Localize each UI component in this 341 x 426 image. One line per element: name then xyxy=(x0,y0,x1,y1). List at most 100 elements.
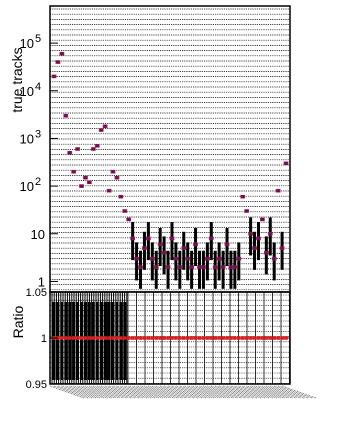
main-data-point xyxy=(178,265,182,269)
ratio-data-point xyxy=(130,336,135,340)
x-category-label-mark xyxy=(266,385,301,399)
main-data-point xyxy=(209,236,213,240)
x-category-label-mark xyxy=(81,385,116,399)
main-data-point xyxy=(75,147,80,151)
ratio-panel: 0.95 1 1.05 Ratio xyxy=(10,287,291,391)
main-data-point xyxy=(79,184,84,188)
x-category-label-mark xyxy=(85,385,120,399)
x-category-label-mark xyxy=(281,385,317,399)
main-data-point xyxy=(260,217,265,221)
main-data-points xyxy=(51,51,289,269)
ratio-error-bars xyxy=(52,302,127,380)
ratio-data-point xyxy=(150,336,155,340)
main-data-point xyxy=(186,257,190,261)
x-category-label-mark xyxy=(77,385,112,399)
ratio-data-point xyxy=(154,336,159,340)
x-category-label-mark xyxy=(152,385,187,399)
x-category-label-mark xyxy=(215,385,250,399)
main-data-point xyxy=(205,257,209,261)
ratio-data-point xyxy=(209,336,214,340)
main-data-point xyxy=(249,232,253,236)
ratio-data-point xyxy=(83,336,88,340)
ratio-data-point xyxy=(260,336,265,340)
x-category-label-mark xyxy=(222,385,258,399)
x-category-label-mark xyxy=(49,385,85,399)
x-category-label-mark xyxy=(69,385,104,399)
x-category-label-mark xyxy=(53,385,89,399)
ratio-data-point xyxy=(256,336,261,340)
main-data-point xyxy=(138,265,143,269)
main-data-point xyxy=(99,128,103,132)
main-y-tick-exponent: 5 xyxy=(35,33,41,45)
main-data-point xyxy=(146,236,150,240)
main-data-point xyxy=(87,180,91,184)
main-data-point xyxy=(237,257,241,261)
ratio-data-point xyxy=(252,336,257,340)
ratio-data-point xyxy=(248,336,253,340)
x-category-label-mark xyxy=(258,385,293,399)
ratio-data-point xyxy=(75,336,80,340)
x-category-label-mark xyxy=(238,385,273,399)
main-data-point xyxy=(272,257,276,261)
x-category-label-mark xyxy=(120,385,155,399)
main-data-point xyxy=(264,251,268,255)
x-category-label-mark xyxy=(159,385,195,399)
ratio-data-point xyxy=(280,336,284,340)
x-category-label-mark xyxy=(191,385,226,399)
main-y-tick-label: 10 xyxy=(20,36,34,51)
x-category-label-mark xyxy=(97,385,132,399)
ratio-data-point xyxy=(244,336,249,340)
main-data-point xyxy=(64,114,68,118)
main-data-point xyxy=(127,217,131,221)
main-data-point xyxy=(115,176,119,180)
x-category-label-mark xyxy=(199,385,234,399)
x-category-label-mark xyxy=(116,385,151,399)
x-category-label-mark xyxy=(124,385,159,399)
x-category-label-mark xyxy=(167,385,203,399)
main-data-point xyxy=(154,265,158,269)
main-data-point xyxy=(123,209,127,213)
ratio-data-point xyxy=(122,336,127,340)
main-y-tick-exponent: 2 xyxy=(35,176,41,188)
main-data-point xyxy=(276,189,280,193)
main-y-tick-label: 10 xyxy=(20,84,34,99)
x-category-label-mark xyxy=(140,385,175,399)
ratio-y-tick-label: 0.95 xyxy=(26,379,47,391)
ratio-data-point xyxy=(213,336,218,340)
ratio-data-point xyxy=(166,336,170,340)
main-data-point xyxy=(150,257,154,261)
main-y-tick-label: 10 xyxy=(31,227,45,242)
main-data-point xyxy=(162,251,166,255)
ratio-data-point xyxy=(229,336,233,340)
x-category-label-mark xyxy=(156,385,191,399)
main-gridlines xyxy=(50,8,290,291)
ratio-data-point xyxy=(142,336,147,340)
x-category-label-mark xyxy=(100,385,136,399)
ratio-data-point xyxy=(193,336,198,340)
ratio-data-point xyxy=(272,336,277,340)
ratio-data-point xyxy=(119,336,123,340)
ratio-data-point xyxy=(107,336,111,340)
main-data-point xyxy=(241,195,245,199)
main-data-point xyxy=(56,60,60,64)
ratio-data-point xyxy=(95,336,100,340)
ratio-data-point xyxy=(63,336,68,340)
main-data-point xyxy=(142,246,147,250)
x-category-label-mark xyxy=(277,385,313,399)
ratio-data-point xyxy=(79,336,84,340)
ratio-data-point xyxy=(91,336,96,340)
ratio-data-point xyxy=(284,336,288,340)
main-data-point xyxy=(233,265,237,269)
ratio-data-point xyxy=(264,336,269,340)
x-category-label-mark xyxy=(250,385,285,399)
x-category-label-mark xyxy=(270,385,305,399)
x-category-label-mark xyxy=(218,385,254,399)
main-data-point xyxy=(83,176,88,180)
main-data-point xyxy=(190,265,194,269)
x-category-label-mark xyxy=(112,385,148,399)
main-data-point xyxy=(103,124,107,128)
x-category-label-mark xyxy=(230,385,266,399)
main-data-point xyxy=(252,246,257,250)
main-data-point xyxy=(217,257,221,261)
